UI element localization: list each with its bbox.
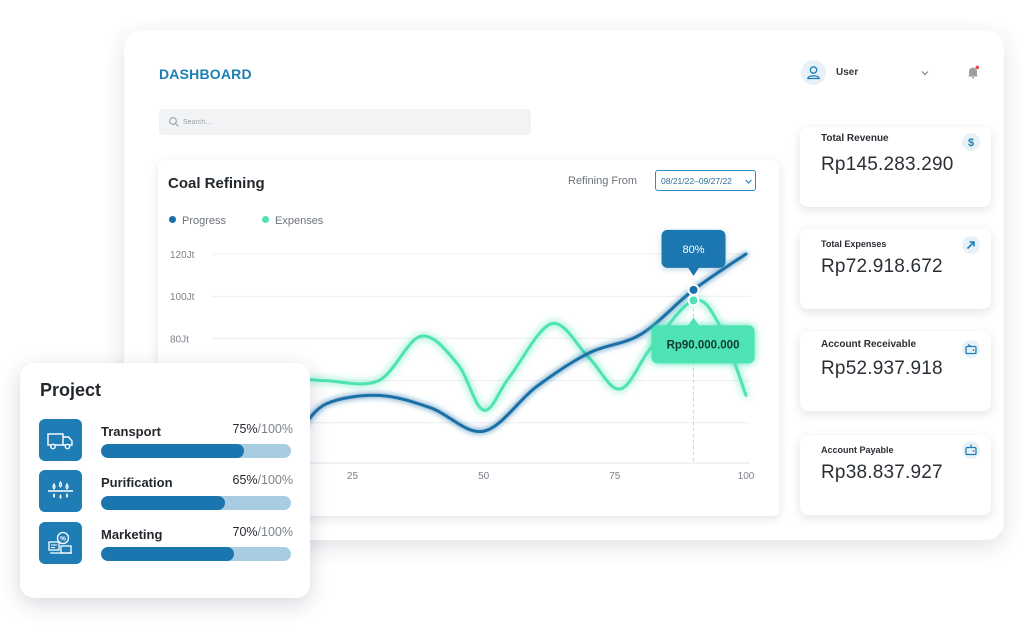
page-title: DASHBOARD [159,66,252,82]
chart-title: Coal Refining [168,175,265,192]
progress-bar-purification [101,496,291,510]
stat-label: Account Receivable [821,339,917,350]
stat-card-total-expenses[interactable]: Total Expenses Rp72.918.672 [800,229,991,309]
project-row-marketing[interactable]: Marketing 70%/100% [101,525,293,542]
stat-value: Rp38.837.927 [821,462,943,483]
project-icon-transport [39,419,82,461]
search-icon [169,117,179,127]
stat-card-total-revenue[interactable]: Total Revenue Rp145.283.290 $ [800,127,991,207]
truck-icon [47,433,73,450]
progress-bar-marketing [101,547,291,561]
stat-card-account-receivable[interactable]: Account Receivable Rp52.937.918 [800,331,991,411]
user-menu[interactable]: User [801,60,951,86]
progress-fill-marketing [101,547,234,561]
stat-card-account-payable[interactable]: Account Payable Rp38.837.927 [800,435,991,515]
stat-label: Total Expenses [821,239,887,249]
marketing-icon: % [48,531,72,554]
legend-progress[interactable]: Progress [169,215,226,227]
svg-text:$: $ [968,137,974,149]
project-percent-max: /100% [257,473,293,487]
project-row-transport[interactable]: Transport 75%/100% [101,422,293,439]
project-percent-value: 70% [232,525,258,539]
project-percent-max: /100% [257,525,293,539]
stat-value: Rp72.918.672 [821,256,943,277]
project-percent: 65%/100% [233,473,293,487]
search-input[interactable] [183,113,513,131]
purification-icon [48,480,73,499]
project-icon-purification [39,470,82,512]
legend-dot-progress [169,216,176,223]
project-title: Project [40,380,102,400]
project-row-purification[interactable]: Purification 65%/100% [101,473,293,490]
avatar[interactable] [801,60,826,85]
progress-fill-purification [101,496,225,510]
stat-value: Rp52.937.918 [821,358,943,379]
project-percent-value: 65% [232,473,258,487]
project-percent: 70%/100% [233,525,293,539]
dollar-icon: $ [962,133,980,151]
chevron-down-icon[interactable] [919,67,931,79]
legend-label-progress: Progress [182,215,227,227]
project-percent-value: 75% [232,422,258,436]
date-range-select[interactable]: 08/21/22–09/27/22 [655,170,756,191]
chevron-down-icon [745,179,752,184]
legend-expenses[interactable]: Expenses [262,215,323,227]
project-percent: 75%/100% [233,422,293,436]
date-range-value: 08/21/22–09/27/22 [661,176,732,186]
wallet-in-icon [962,340,980,358]
project-name: Marketing [101,527,163,542]
legend-dot-expenses [262,216,269,223]
project-name: Purification [101,475,173,490]
project-icon-marketing: % [39,522,82,564]
stat-label: Total Revenue [821,133,889,144]
stat-value: Rp145.283.290 [821,154,954,175]
svg-text:%: % [60,536,66,543]
user-name: User [836,67,859,78]
search-bar[interactable] [159,109,531,135]
progress-fill-transport [101,444,244,458]
wallet-out-icon [962,441,980,459]
user-icon [807,66,820,80]
legend-label-expenses: Expenses [275,215,324,227]
refining-from-label: Refining From [568,175,638,187]
project-name: Transport [101,424,161,439]
arrow-up-right-icon [962,236,980,254]
bell-icon[interactable] [965,64,981,80]
project-percent-max: /100% [257,422,293,436]
stat-label: Account Payable [821,445,894,455]
progress-bar-transport [101,444,291,458]
